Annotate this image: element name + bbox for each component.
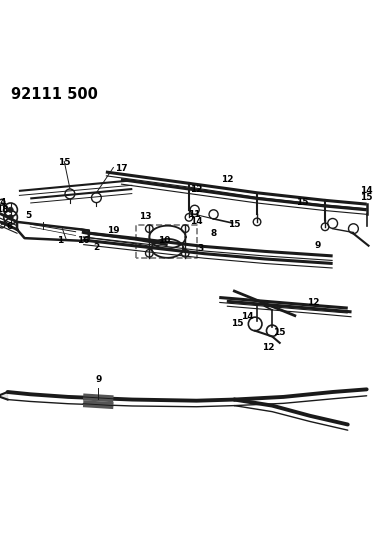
- Text: 15: 15: [273, 328, 285, 337]
- Text: 12: 12: [220, 175, 233, 184]
- Text: 5: 5: [25, 211, 31, 220]
- Text: 15: 15: [228, 220, 241, 229]
- Text: 14: 14: [360, 187, 373, 196]
- Text: 14: 14: [190, 216, 203, 225]
- Text: 3: 3: [197, 244, 203, 253]
- Text: 19: 19: [107, 226, 120, 235]
- Text: 2: 2: [93, 243, 99, 252]
- Text: 15: 15: [231, 319, 244, 328]
- Text: 12: 12: [262, 343, 275, 352]
- Text: 92111 500: 92111 500: [11, 87, 98, 102]
- Text: 6: 6: [6, 222, 12, 231]
- Text: 9: 9: [314, 241, 321, 250]
- Text: 15: 15: [360, 193, 373, 202]
- Text: 10: 10: [158, 236, 170, 245]
- Text: 12: 12: [307, 298, 320, 307]
- Text: 14: 14: [241, 312, 254, 321]
- Text: 4: 4: [0, 198, 6, 207]
- Circle shape: [8, 207, 13, 213]
- Text: 8: 8: [211, 229, 217, 238]
- Text: 1: 1: [57, 236, 64, 245]
- Text: 12: 12: [190, 184, 203, 193]
- Text: 15: 15: [58, 158, 71, 167]
- Polygon shape: [0, 392, 8, 400]
- Circle shape: [8, 215, 13, 220]
- Text: 17: 17: [115, 164, 127, 173]
- Text: 15: 15: [296, 198, 309, 207]
- Text: 13: 13: [139, 212, 152, 221]
- Text: 16: 16: [77, 236, 90, 245]
- Text: 11: 11: [188, 210, 201, 219]
- Text: 9: 9: [95, 375, 101, 384]
- Text: 18: 18: [0, 205, 8, 214]
